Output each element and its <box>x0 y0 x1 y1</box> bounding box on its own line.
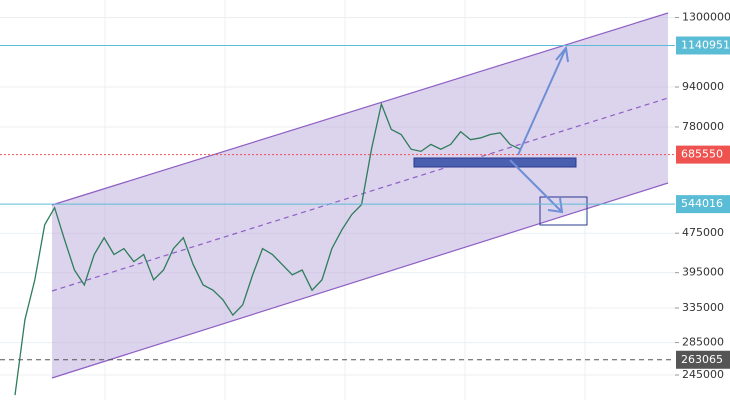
y-tick-label: 780000 <box>682 120 724 133</box>
y-tick-label: 395000 <box>682 266 724 279</box>
y-tick-label: 335000 <box>682 301 724 314</box>
level-label: 685550 <box>681 148 723 161</box>
level-label-box <box>676 350 730 369</box>
y-axis: 245000 285000 335000 395000 475000 780000 9400… <box>675 11 730 381</box>
y-tick-label: 245000 <box>682 368 724 381</box>
price-line <box>14 101 521 396</box>
level-label: 1140951 <box>681 39 730 52</box>
channel-top <box>51 12 669 206</box>
level-label-box <box>676 36 730 55</box>
y-tick-label: 285000 <box>682 336 724 349</box>
arrow-down <box>509 159 564 214</box>
y-tick-label: 940000 <box>682 80 724 93</box>
target-box <box>539 196 588 226</box>
arrow-up <box>517 45 569 156</box>
level-label: 263065 <box>681 353 723 366</box>
level-label: 544016 <box>681 197 723 210</box>
y-tick-label: 475000 <box>682 226 724 239</box>
level-label-box <box>676 195 730 214</box>
arrows <box>509 45 569 214</box>
marks <box>14 101 521 396</box>
channel-bottom <box>51 182 669 379</box>
level-label-box <box>676 145 730 164</box>
y-tick-label: 1300000 <box>682 11 730 24</box>
zone <box>413 157 577 168</box>
